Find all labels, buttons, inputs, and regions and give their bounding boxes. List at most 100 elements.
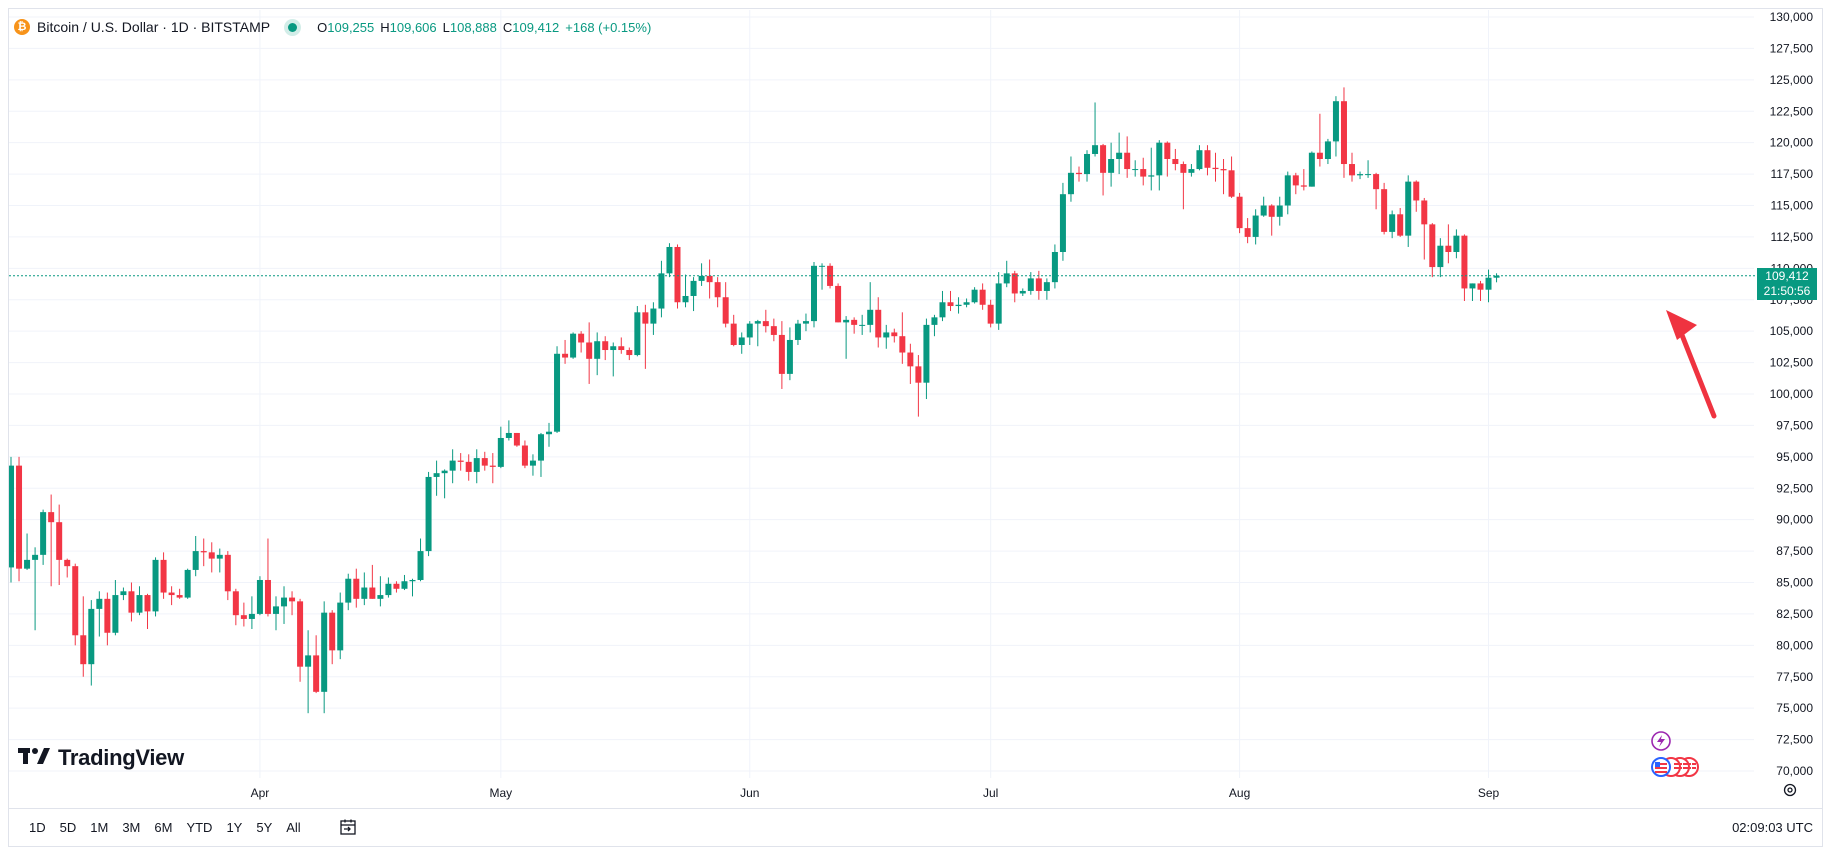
candle-body (401, 581, 408, 589)
candle-body (642, 312, 649, 324)
timeframe-button[interactable]: 3M (122, 819, 141, 835)
timeframe-button[interactable]: 6M (154, 819, 173, 835)
candle (457, 453, 464, 471)
candle (64, 558, 71, 578)
candle (754, 319, 761, 347)
timeframe-button[interactable]: 5Y (256, 819, 273, 835)
candle (1067, 156, 1074, 202)
grid (9, 10, 1754, 778)
candle-body (240, 615, 247, 619)
candle-body (120, 591, 127, 596)
settings-gear-icon[interactable] (1782, 782, 1798, 798)
candle-body (1059, 194, 1066, 252)
price-tick-label: 75,000 (1776, 701, 1813, 715)
utc-clock[interactable]: 02:09:03 UTC (1732, 819, 1813, 835)
candle (345, 573, 352, 611)
candle-body (1276, 205, 1283, 217)
candle (216, 548, 223, 573)
candle (481, 451, 488, 471)
timeframe-button[interactable]: 5D (59, 819, 77, 835)
candle-body (537, 434, 544, 461)
candle-body (152, 559, 159, 612)
candle (112, 579, 119, 636)
price-tick-label: 115,000 (1771, 199, 1814, 213)
price-axis[interactable]: 70,000 72,500 75,000 77,500 80,000 82,500 85,0… (1770, 10, 1814, 778)
candle-body (112, 595, 119, 633)
candle-body (682, 295, 689, 303)
candle (1332, 96, 1339, 157)
price-tick-label: 120,000 (1770, 136, 1814, 150)
candle (433, 460, 440, 496)
candle (1019, 288, 1026, 296)
candle-body (128, 591, 135, 613)
candle (1461, 234, 1468, 302)
candle (152, 557, 159, 617)
symbol-title[interactable]: Bitcoin / U.S. Dollar · 1D · BITSTAMP (37, 19, 271, 35)
candle-body (1244, 228, 1251, 237)
price-tick-label: 77,500 (1776, 670, 1813, 684)
candle-body (1196, 150, 1203, 170)
candle (738, 332, 745, 354)
price-tick-label: 127,500 (1770, 41, 1814, 55)
candle-body (529, 460, 536, 466)
candle-body (305, 655, 312, 667)
candle (1220, 159, 1227, 195)
candle (979, 283, 986, 310)
candle-body (1461, 235, 1468, 289)
candle (56, 504, 63, 586)
price-tick-label: 95,000 (1776, 450, 1813, 464)
candle-body (666, 246, 673, 274)
candle (642, 304, 649, 369)
timeframe-button[interactable]: 1D (29, 819, 46, 835)
candle-body (1413, 181, 1420, 201)
change-value: +168 (+0.15%) (565, 19, 652, 35)
time-axis[interactable]: Apr May Jun Jul Aug Sep (251, 786, 1500, 800)
candle-body (899, 336, 906, 353)
symbol-legend[interactable]: ₿ Bitcoin / U.S. Dollar · 1D · BITSTAMP … (14, 16, 651, 38)
timeframe-button[interactable]: All (286, 819, 301, 835)
candle-body (1252, 215, 1259, 237)
candle-body (915, 366, 922, 383)
event-markers[interactable] (1641, 727, 1673, 767)
us-flags-icon[interactable] (1649, 756, 1701, 778)
candle-body (1092, 145, 1099, 154)
candle (513, 432, 520, 447)
candle-body (216, 554, 223, 559)
candle-body (385, 583, 392, 596)
candle-body (722, 297, 729, 324)
timeframe-button[interactable]: 1M (90, 819, 109, 835)
candle (1300, 169, 1307, 191)
candle (1236, 192, 1243, 234)
candle-body (1011, 273, 1018, 294)
low-value: 108,888 (449, 19, 497, 35)
time-tick-label: May (489, 786, 512, 800)
candle-body (1084, 153, 1091, 175)
timeframe-button[interactable]: 1Y (226, 819, 243, 835)
low-key: L (442, 19, 450, 35)
candle-body (851, 319, 858, 325)
candle (88, 600, 95, 686)
candle-body (208, 552, 215, 559)
timeframe-buttons: 1D 5D 1M 3M 6M YTD 1Y 5Y All (22, 820, 308, 835)
candle (297, 598, 304, 682)
price-tick-label: 85,000 (1776, 576, 1813, 590)
candle (417, 538, 424, 582)
candle (802, 313, 809, 332)
market-status-icon[interactable] (288, 22, 298, 32)
candle (690, 277, 697, 312)
candle (1260, 196, 1267, 217)
candle (546, 422, 553, 447)
candle-body (1284, 175, 1291, 206)
candle (658, 260, 665, 318)
timeframe-button[interactable]: YTD (186, 819, 213, 835)
dividend-event-icon[interactable] (1651, 731, 1671, 751)
candle (184, 568, 191, 599)
candle-body (843, 319, 850, 323)
high-value: 109,606 (389, 19, 437, 35)
candle (1140, 157, 1147, 186)
candle-body (875, 309, 882, 338)
goto-date-calendar-icon[interactable] (338, 817, 358, 837)
price-tick-label: 102,500 (1770, 356, 1814, 370)
tradingview-logo[interactable]: TradingView (18, 744, 184, 772)
